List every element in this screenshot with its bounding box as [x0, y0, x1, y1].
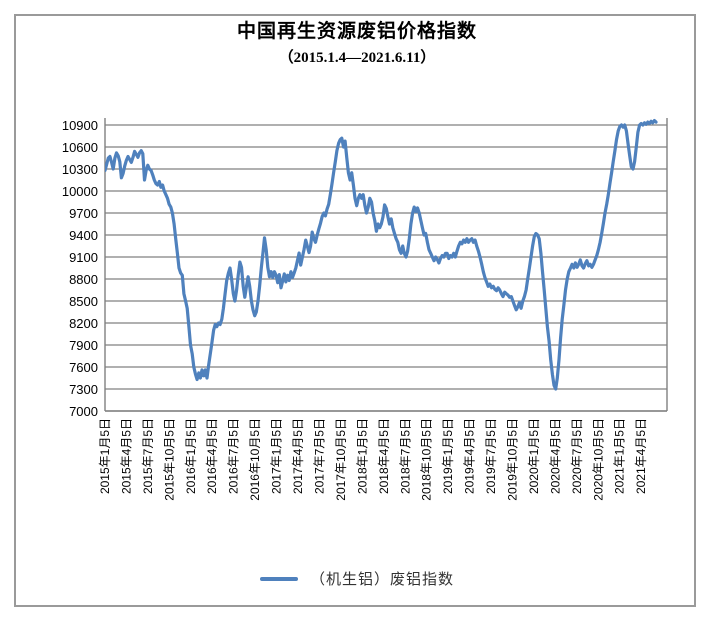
x-axis-tick-label: 2020年4月5日 [548, 418, 562, 494]
x-axis-tick-label: 2016年7月5日 [227, 418, 241, 494]
y-axis-tick-label: 9700 [69, 206, 98, 221]
x-axis-tick-label: 2018年4月5日 [377, 418, 391, 494]
x-axis-tick-label: 2015年7月5日 [141, 418, 155, 494]
scrap-aluminum-index-line [105, 118, 658, 391]
x-axis-tick-label: 2018年10月5日 [420, 418, 434, 501]
x-axis-tick-label: 2015年1月5日 [98, 418, 112, 494]
x-axis-tick-label: 2017年10月5日 [334, 418, 348, 501]
y-axis-tick-label: 10000 [62, 184, 98, 199]
y-axis-tick-label: 7600 [69, 360, 98, 375]
x-axis-tick-label: 2015年4月5日 [119, 418, 133, 494]
y-axis-tick-label: 9400 [69, 228, 98, 243]
x-axis-tick-label: 2018年7月5日 [398, 418, 412, 494]
x-axis-tick-label: 2019年1月5日 [441, 418, 455, 494]
y-axis-tick-label: 7900 [69, 338, 98, 353]
x-axis-tick-label: 2019年4月5日 [463, 418, 477, 494]
legend-series-label: （机生铝）废铝指数 [309, 572, 454, 588]
y-axis-tick-label: 8200 [69, 316, 98, 331]
chart-frame-border [14, 14, 696, 607]
x-axis-tick-label: 2017年7月5日 [312, 418, 326, 494]
y-axis-tick-label: 8500 [69, 294, 98, 309]
x-axis-tick-label: 2016年4月5日 [205, 418, 219, 494]
chart-title: 中国再生资源废铝价格指数 [236, 21, 477, 42]
y-axis-tick-label: 10600 [62, 140, 98, 155]
x-axis-tick-label: 2021年4月5日 [634, 418, 648, 494]
x-axis-tick-label: 2019年10月5日 [506, 418, 520, 501]
chart-subtitle: （2015.1.4—2021.6.11） [278, 49, 436, 66]
x-axis-tick-label: 2020年7月5日 [570, 418, 584, 494]
x-axis-tick-label: 2016年1月5日 [184, 418, 198, 494]
x-axis-tick-label: 2021年1月5日 [613, 418, 627, 494]
x-axis-tick-label: 2020年10月5日 [591, 418, 605, 501]
x-axis-tick-label: 2018年1月5日 [355, 418, 369, 494]
title-block: 中国再生资源废铝价格指数 （2015.1.4—2021.6.11） [0, 20, 714, 67]
y-axis-tick-label: 8800 [69, 272, 98, 287]
y-axis-tick-label: 7000 [69, 404, 98, 419]
legend: （机生铝）废铝指数 [0, 568, 714, 589]
y-axis-tick-label: 9100 [69, 250, 98, 265]
x-axis-tick-label: 2016年10月5日 [248, 418, 262, 501]
legend-line-swatch [259, 576, 298, 581]
y-axis-tick-label: 10900 [62, 118, 98, 133]
x-axis-tick-label: 2015年10月5日 [162, 418, 176, 501]
x-axis-tick-label: 2020年1月5日 [527, 418, 541, 494]
y-axis-tick-label: 10300 [62, 162, 98, 177]
y-axis-tick-label: 7300 [69, 382, 98, 397]
x-axis-tick-label: 2017年1月5日 [270, 418, 284, 494]
x-axis-tick-label: 2017年4月5日 [291, 418, 305, 494]
x-axis-tick-label: 2019年7月5日 [484, 418, 498, 494]
